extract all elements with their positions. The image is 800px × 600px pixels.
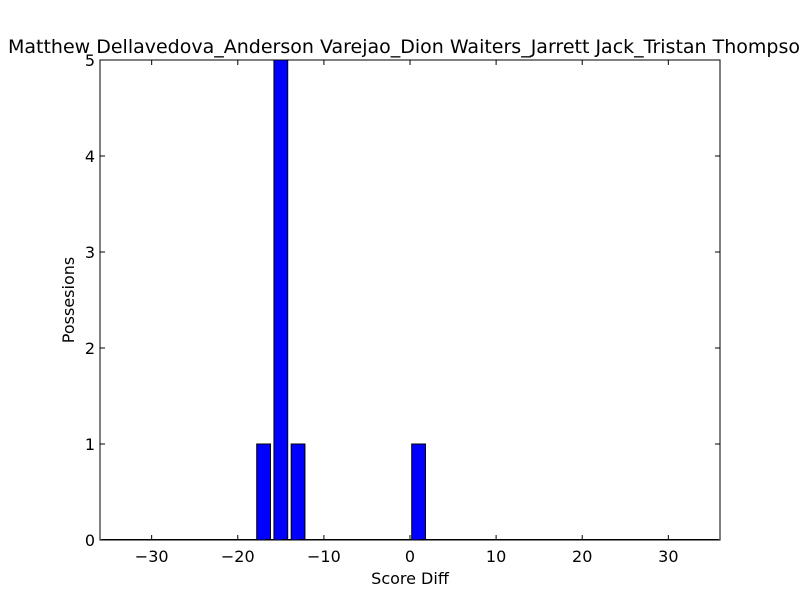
y-tick-label: 4 — [85, 147, 95, 166]
x-tick-label: 10 — [486, 547, 506, 566]
chart-title: Matthew Dellavedova_Anderson Varejao_Dio… — [8, 36, 800, 58]
y-tick-label: 5 — [85, 51, 95, 70]
x-tick-label: −20 — [221, 547, 255, 566]
bar — [273, 59, 289, 541]
bar — [290, 443, 306, 541]
y-axis-label: Possesions — [59, 257, 78, 343]
bar — [256, 443, 272, 541]
x-tick-label: −10 — [307, 547, 341, 566]
y-tick-label: 0 — [85, 531, 95, 550]
y-tick-label: 1 — [85, 435, 95, 454]
ticks-group: −30 −20 −10 0 10 20 30 0 1 2 3 4 5 — [85, 51, 720, 566]
plot-frame — [99, 59, 721, 541]
bar — [411, 443, 427, 541]
x-axis-label: Score Diff — [371, 569, 450, 588]
x-tick-label: 20 — [572, 547, 592, 566]
x-tick-label: 0 — [405, 547, 415, 566]
x-tick-label: −30 — [135, 547, 169, 566]
x-tick-label: 30 — [658, 547, 678, 566]
bars-group — [101, 59, 719, 541]
y-tick-label: 3 — [85, 243, 95, 262]
y-tick-label: 2 — [85, 339, 95, 358]
